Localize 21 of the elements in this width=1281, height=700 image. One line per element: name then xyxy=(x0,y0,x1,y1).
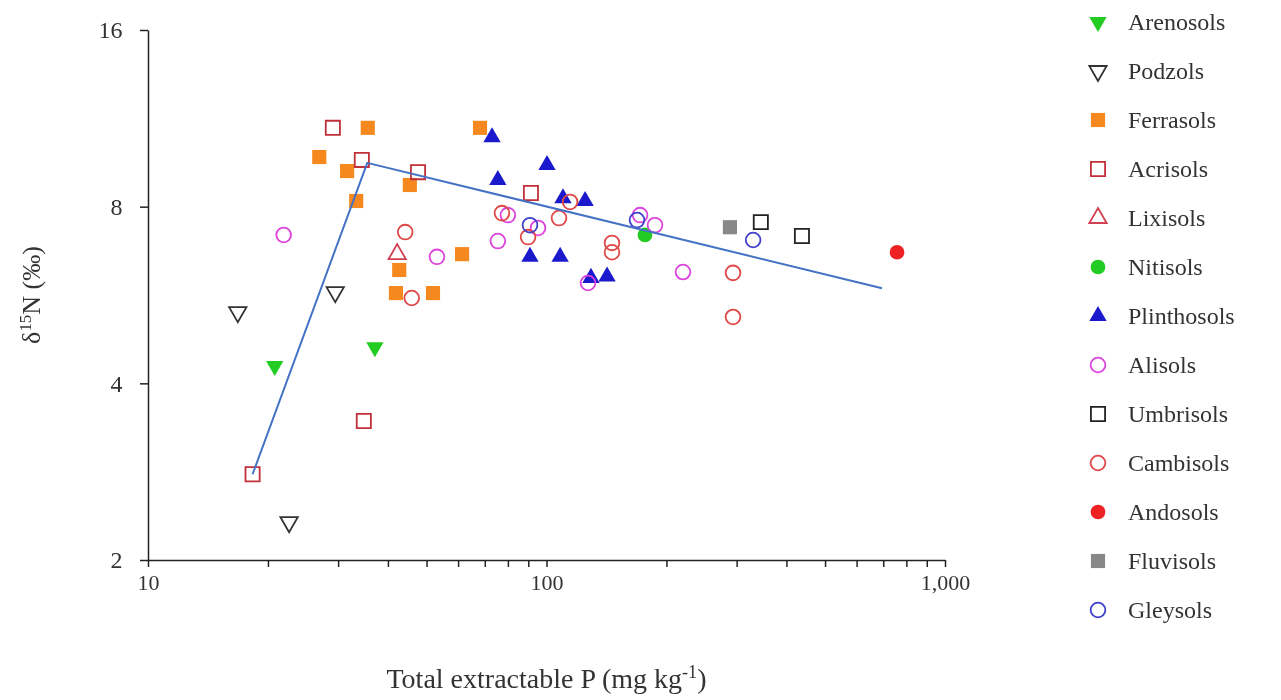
legend-label: Cambisols xyxy=(1128,450,1230,477)
legend-label: Umbrisols xyxy=(1128,401,1229,428)
y-tick-label: 2 xyxy=(110,547,123,574)
legend-label: Acrisols xyxy=(1128,156,1208,183)
legend-label: Lixisols xyxy=(1128,205,1206,232)
x-tick-label: 1,000 xyxy=(920,569,971,595)
y-tick-label: 16 xyxy=(98,17,123,44)
x-tick-label: 100 xyxy=(530,569,564,595)
legend-label: Gleysols xyxy=(1128,597,1212,624)
x-tick-label: 10 xyxy=(137,569,160,595)
legend-label: Ferrasols xyxy=(1128,107,1216,134)
legend-label: Andosols xyxy=(1128,499,1219,526)
legend-label: Podzols xyxy=(1128,58,1205,85)
y-tick-label: 8 xyxy=(110,193,123,220)
legend-label: Plinthosols xyxy=(1128,303,1235,330)
x-axis-title: Total extractable P (mg kg$^{-1}$) xyxy=(386,662,707,694)
legend-label: Fluvisols xyxy=(1128,548,1217,575)
legend-label: Arenosols xyxy=(1128,9,1226,36)
legend-label: Alisols xyxy=(1128,352,1197,379)
legend-label: Nitisols xyxy=(1128,254,1203,281)
y-tick-label: 4 xyxy=(110,370,123,397)
